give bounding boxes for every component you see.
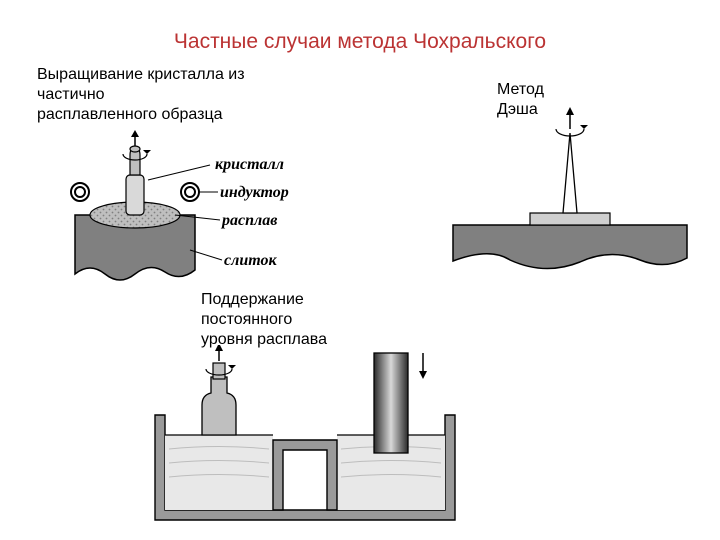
caption-top-left: Выращивание кристалла изчастичнорасплавл… <box>37 65 245 125</box>
label-melt: расплав <box>222 212 277 230</box>
label-crystal: кристалл <box>215 156 284 174</box>
label-ingot: слиток <box>224 252 277 270</box>
label-inductor: индуктор <box>220 184 289 202</box>
page-title: Частные случаи метода Чохральского <box>0 30 720 54</box>
figure-constant-level <box>145 345 465 535</box>
figure-dash-method <box>445 95 695 285</box>
